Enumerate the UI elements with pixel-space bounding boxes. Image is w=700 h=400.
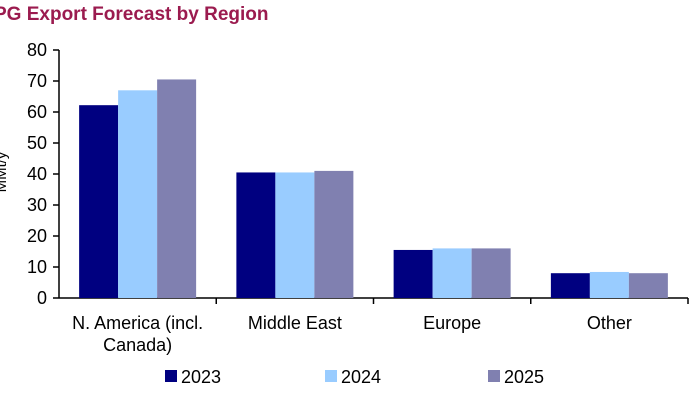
y-tick-label: 10 <box>27 257 47 277</box>
bar <box>432 248 472 298</box>
x-category-label: N. America (incl. <box>72 313 203 333</box>
y-tick-label: 0 <box>37 288 47 308</box>
x-category-label: Middle East <box>248 313 342 333</box>
bar <box>236 172 276 298</box>
legend-swatch <box>325 370 337 382</box>
bar <box>314 170 354 298</box>
legend: 2023 2024 2025 <box>165 367 544 387</box>
plot-area: 0 10 20 30 40 50 60 70 80 N. America (incl.Canada… <box>27 40 689 355</box>
legend-swatch <box>165 370 177 382</box>
bar <box>589 271 629 298</box>
x-category-label: Other <box>587 313 632 333</box>
bar <box>157 79 197 298</box>
y-tick-label: 80 <box>27 40 47 60</box>
y-tick-label: 50 <box>27 133 47 153</box>
bar <box>550 273 590 298</box>
legend-label: 2025 <box>504 367 544 387</box>
bar <box>471 248 511 298</box>
bar <box>118 90 158 298</box>
y-tick-label: 20 <box>27 226 47 246</box>
y-tick-label: 40 <box>27 164 47 184</box>
x-category-label: Canada) <box>103 335 172 355</box>
legend-swatch <box>488 370 500 382</box>
y-axis-title: MMt/y <box>0 151 10 192</box>
bar <box>628 273 668 298</box>
bar <box>393 249 433 298</box>
y-tick-label: 60 <box>27 102 47 122</box>
bar <box>79 105 119 299</box>
legend-label: 2024 <box>341 367 381 387</box>
legend-label: 2023 <box>181 367 221 387</box>
x-category-label: Europe <box>423 313 481 333</box>
y-tick-label: 30 <box>27 195 47 215</box>
chart-title: PG Export Forecast by Region <box>0 4 269 25</box>
y-tick-label: 70 <box>27 71 47 91</box>
bar <box>275 172 315 298</box>
